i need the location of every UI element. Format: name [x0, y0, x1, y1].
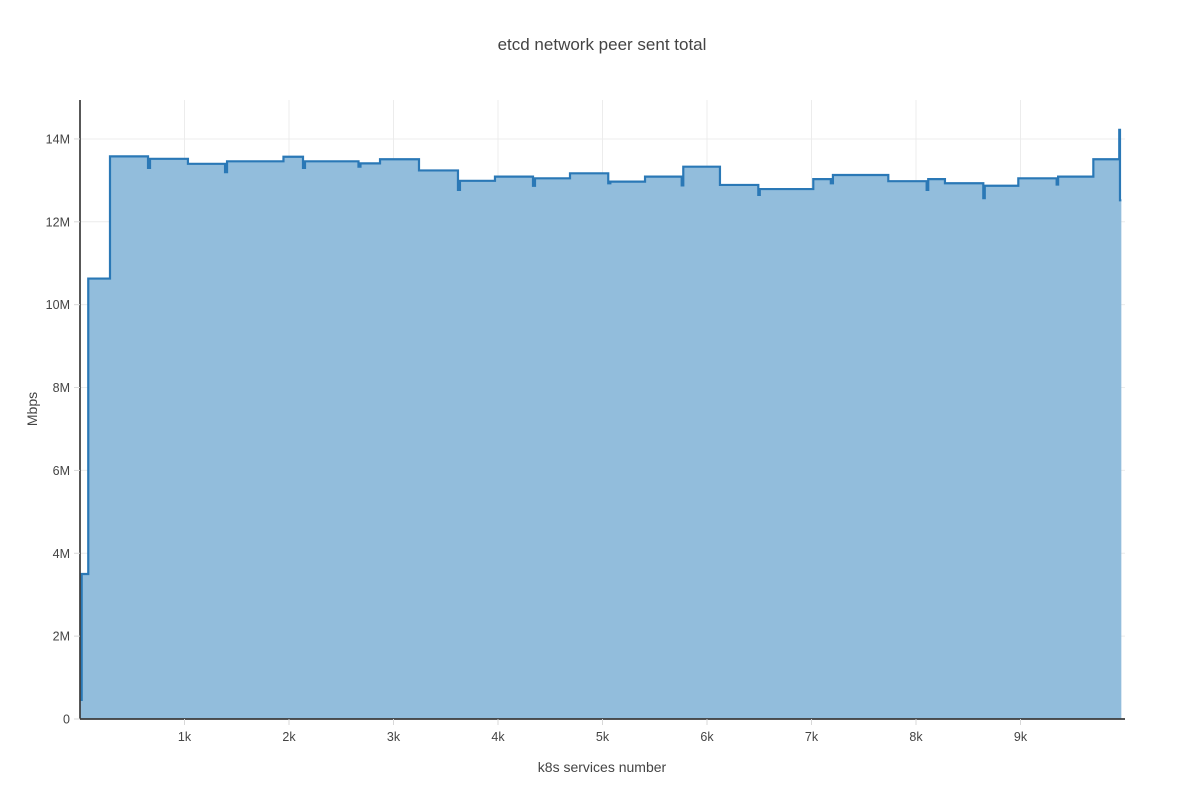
axis-layer	[74, 100, 1125, 725]
x-tick-label: 9k	[1014, 730, 1028, 744]
x-tick-label: 1k	[178, 730, 192, 744]
y-tick-label: 14M	[46, 132, 70, 146]
x-axis-title: k8s services number	[538, 759, 667, 775]
tick-label-layer: 0 2M 4M 6M 8M 10M 12M 14M 1k 2k 3k 4k 5k 6k 7k 8k 9k	[46, 132, 1028, 744]
x-tick-label: 6k	[700, 730, 714, 744]
y-tick-label: 8M	[53, 381, 70, 395]
x-tick-label: 7k	[805, 730, 819, 744]
y-tick-label: 2M	[53, 630, 70, 644]
x-tick-label: 2k	[282, 730, 296, 744]
series-line	[80, 128, 1122, 702]
y-tick-label: 12M	[46, 215, 70, 229]
x-tick-label: 8k	[909, 730, 923, 744]
y-tick-label: 6M	[53, 464, 70, 478]
series-layer	[80, 128, 1122, 720]
y-tick-label: 4M	[53, 547, 70, 561]
y-tick-label: 0	[63, 713, 70, 727]
x-tick-label: 4k	[491, 730, 505, 744]
x-tick-label: 5k	[596, 730, 610, 744]
chart-title: etcd network peer sent total	[498, 35, 707, 54]
y-tick-label: 10M	[46, 298, 70, 312]
x-tick-label: 3k	[387, 730, 401, 744]
series-area	[80, 129, 1122, 720]
y-axis-title: Mbps	[24, 392, 40, 426]
